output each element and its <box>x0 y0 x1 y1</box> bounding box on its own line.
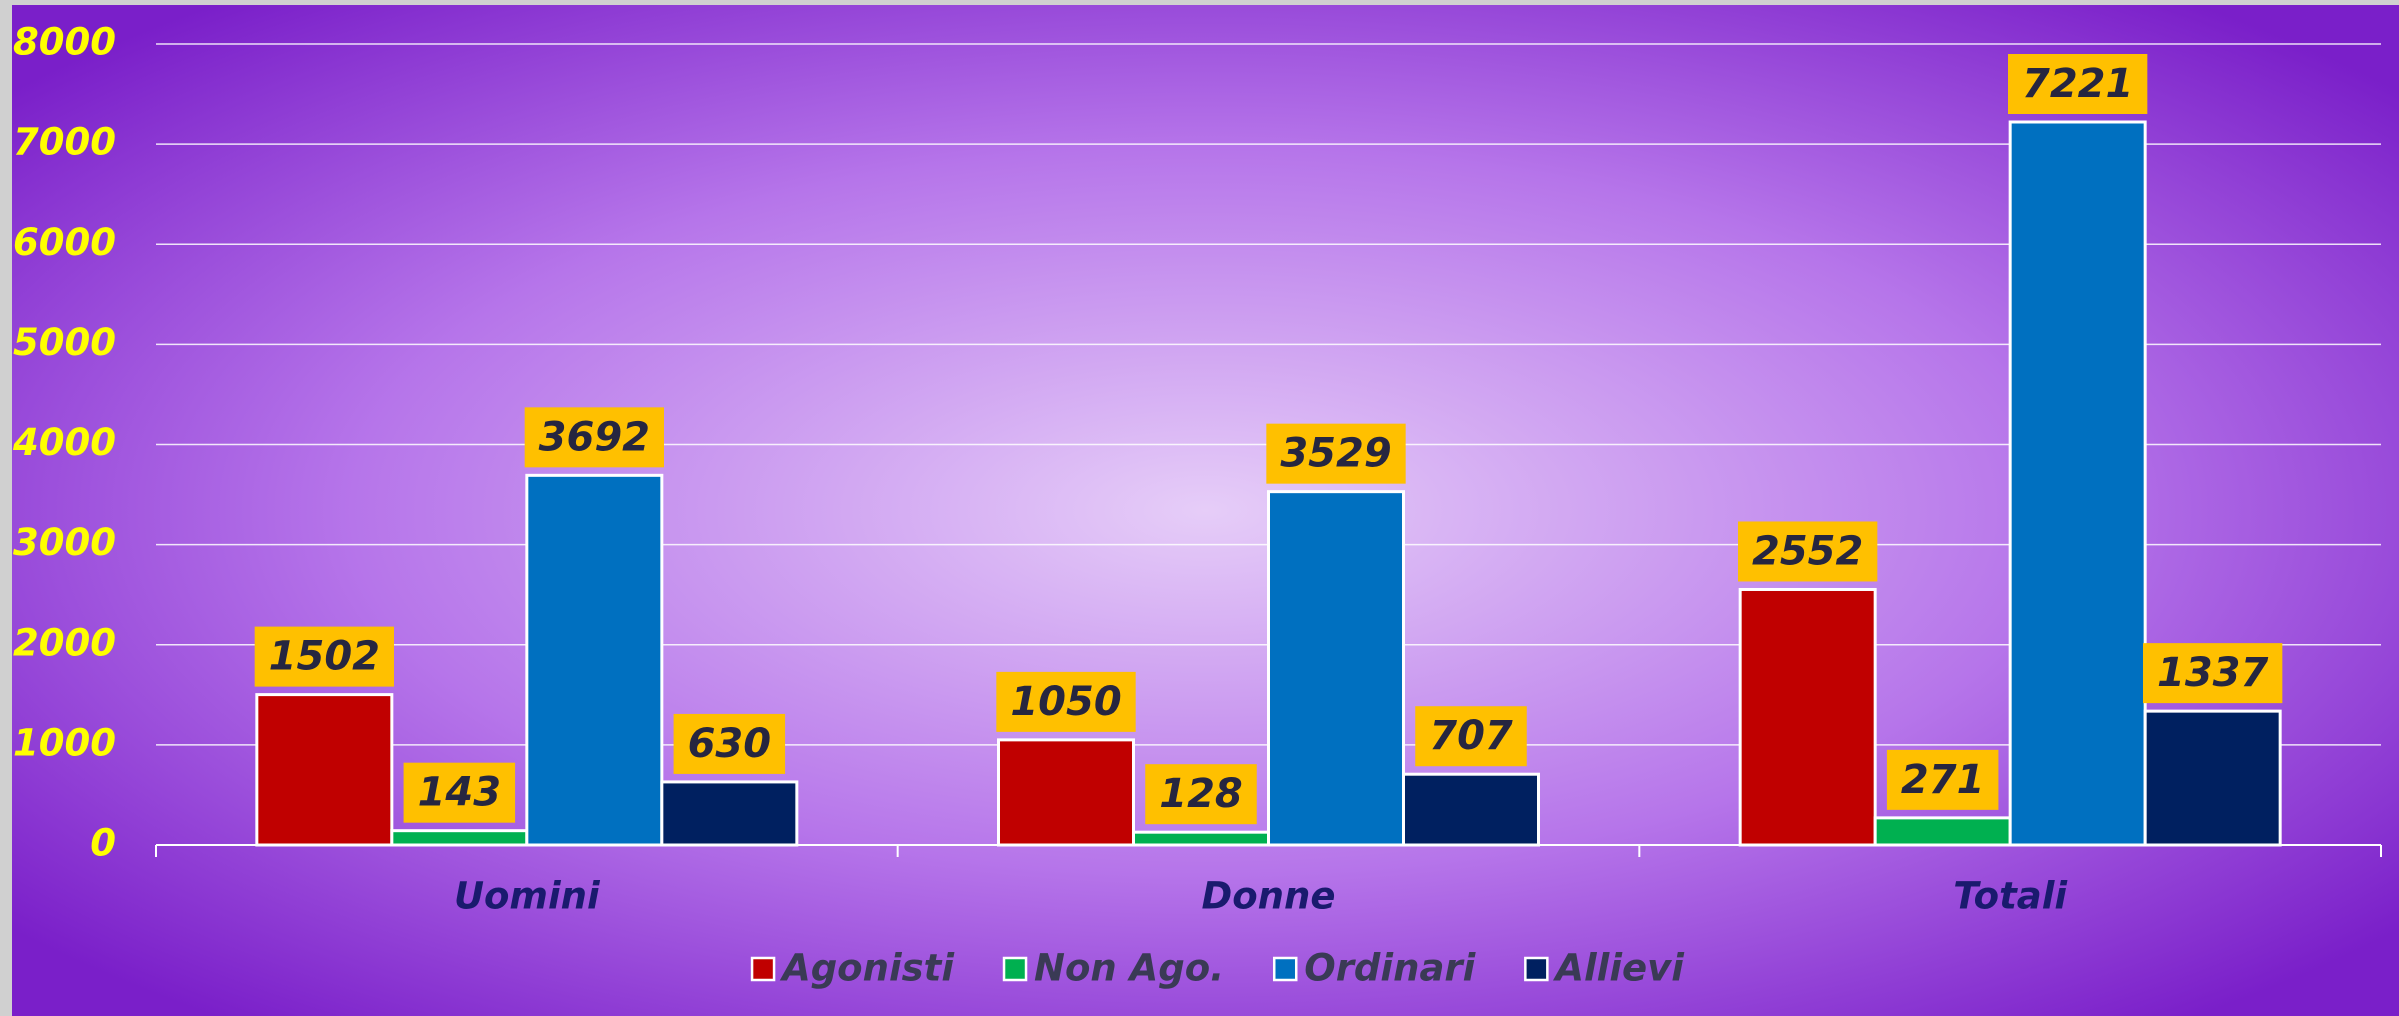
data-label-box <box>1415 706 1527 767</box>
data-label: 1502 <box>269 634 380 680</box>
data-label-box <box>1738 521 1878 582</box>
data-label-box <box>2008 53 2148 114</box>
bar <box>1267 490 1405 847</box>
data-label: 128 <box>1159 771 1243 817</box>
data-label: 3692 <box>539 414 650 460</box>
data-label: 7221 <box>2022 61 2133 107</box>
data-label-box <box>996 671 1136 732</box>
data-label-box <box>1266 423 1406 484</box>
data-label-box <box>403 762 516 823</box>
legend-swatch <box>1272 956 1298 982</box>
data-label: 1050 <box>1010 679 1121 725</box>
data-label-box <box>673 713 786 774</box>
data-label: 143 <box>418 770 502 816</box>
data-label: 3529 <box>1280 431 1391 477</box>
bar <box>2143 709 2282 847</box>
data-label: 1337 <box>2157 650 2268 696</box>
bar <box>660 780 799 847</box>
x-tick-label: Uomini <box>454 875 601 918</box>
x-tick-label: Donne <box>1202 875 1336 918</box>
data-label: 2552 <box>1752 528 1863 574</box>
y-tick-label: 2000 <box>13 621 116 664</box>
bar <box>1873 816 2012 847</box>
data-label-box <box>524 407 664 468</box>
background <box>12 5 2399 1016</box>
y-tick-label: 3000 <box>13 521 116 564</box>
bar <box>390 829 529 847</box>
bar <box>997 738 1135 847</box>
data-label-box <box>1145 764 1257 825</box>
legend-label: Non Ago. <box>1034 947 1224 990</box>
data-label-box <box>1886 749 1999 810</box>
data-label: 271 <box>1901 757 1985 803</box>
y-tick-label: 8000 <box>13 21 116 64</box>
y-tick-label: 5000 <box>13 321 116 364</box>
data-label-box <box>2143 643 2283 704</box>
y-tick-label: 0 <box>90 822 116 865</box>
legend-swatch <box>750 956 776 982</box>
bar <box>525 473 664 847</box>
data-label-box <box>254 626 394 687</box>
y-tick-label: 1000 <box>13 721 116 764</box>
bar <box>1402 772 1540 847</box>
y-tick-label: 6000 <box>13 221 116 264</box>
legend-swatch <box>1524 956 1549 982</box>
legend-label: Allievi <box>1552 947 1685 990</box>
legend-swatch <box>1002 956 1028 982</box>
data-label: 630 <box>688 721 772 767</box>
legend-label: Agonisti <box>779 947 955 990</box>
y-tick-label: 7000 <box>13 121 116 164</box>
bar <box>1132 830 1270 847</box>
bar <box>2008 120 2147 847</box>
bar <box>255 693 394 847</box>
y-tick-label: 4000 <box>12 421 116 464</box>
bar <box>1738 587 1877 847</box>
data-label: 707 <box>1429 713 1513 759</box>
x-tick-label: Totali <box>1953 875 2068 918</box>
legend-label: Ordinari <box>1304 947 1476 990</box>
